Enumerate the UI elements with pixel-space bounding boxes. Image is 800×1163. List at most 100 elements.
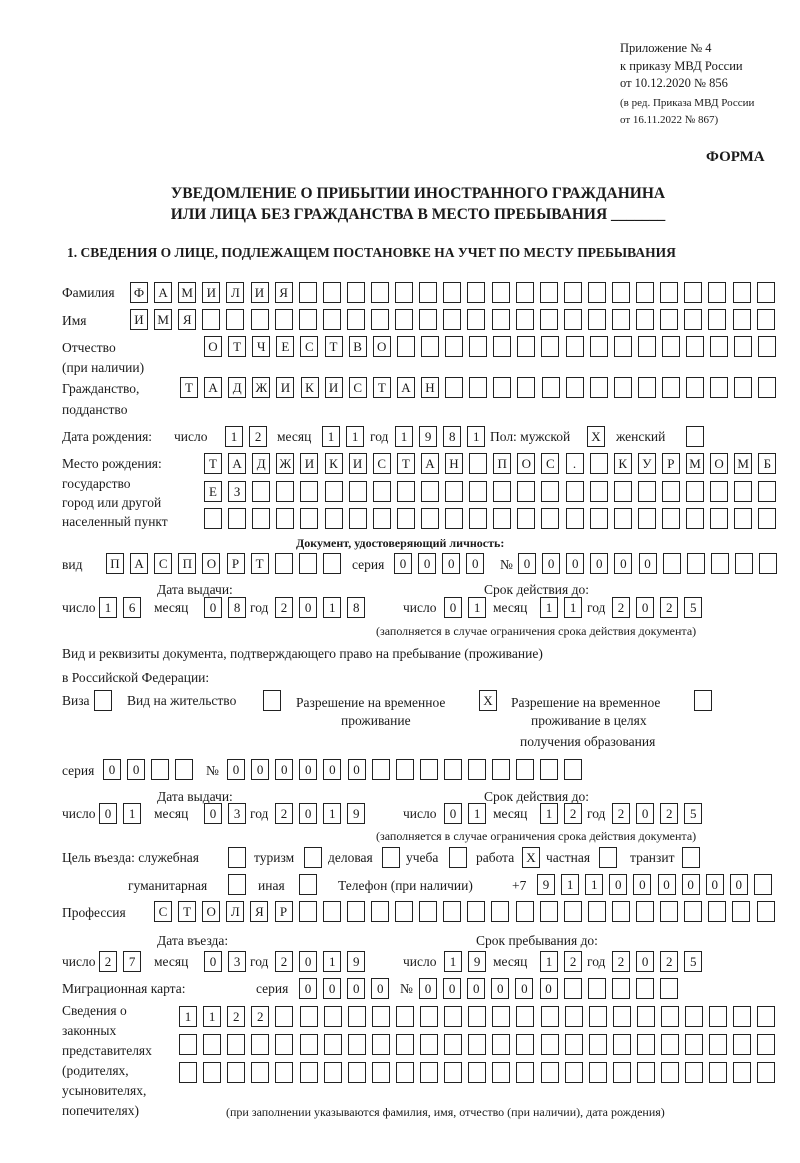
char-cell[interactable]: 0 bbox=[347, 759, 366, 780]
char-cell[interactable] bbox=[467, 901, 486, 922]
char-cell[interactable]: 1 bbox=[540, 951, 558, 972]
char-cell[interactable] bbox=[757, 1006, 776, 1027]
char-cell[interactable] bbox=[347, 1034, 366, 1055]
char-cell[interactable] bbox=[636, 1062, 655, 1083]
char-cell[interactable]: Д bbox=[228, 377, 247, 398]
char-cell[interactable]: 0 bbox=[681, 874, 700, 895]
char-cell[interactable] bbox=[661, 1062, 679, 1083]
char-cell[interactable] bbox=[563, 978, 582, 999]
char-cell[interactable] bbox=[419, 309, 438, 330]
char-cell[interactable] bbox=[539, 309, 558, 330]
char-cell[interactable] bbox=[275, 1062, 294, 1083]
char-cell[interactable] bbox=[637, 508, 656, 529]
char-cell[interactable]: 2 bbox=[99, 951, 117, 972]
char-cell[interactable] bbox=[396, 481, 415, 502]
char-cell[interactable] bbox=[636, 1006, 655, 1027]
char-cell[interactable] bbox=[322, 901, 341, 922]
char-cell[interactable]: 5 bbox=[684, 803, 703, 824]
char-cell[interactable] bbox=[613, 377, 632, 398]
char-cell[interactable] bbox=[613, 481, 632, 502]
char-cell[interactable]: С bbox=[348, 377, 367, 398]
char-cell[interactable]: 0 bbox=[633, 874, 652, 895]
checkbox-cell[interactable]: X bbox=[479, 690, 497, 711]
char-cell[interactable] bbox=[661, 508, 680, 529]
char-cell[interactable]: А bbox=[154, 282, 173, 303]
char-cell[interactable]: 0 bbox=[275, 759, 294, 780]
char-cell[interactable]: И bbox=[300, 453, 319, 474]
char-cell[interactable]: И bbox=[348, 453, 367, 474]
char-cell[interactable] bbox=[709, 1034, 728, 1055]
char-cell[interactable] bbox=[492, 1006, 511, 1027]
char-cell[interactable]: 2 bbox=[612, 951, 630, 972]
char-cell[interactable] bbox=[371, 1034, 390, 1055]
char-cell[interactable]: Т bbox=[180, 377, 198, 398]
char-cell[interactable] bbox=[445, 336, 463, 357]
char-cell[interactable]: И bbox=[276, 377, 295, 398]
char-cell[interactable] bbox=[662, 553, 681, 574]
char-cell[interactable] bbox=[251, 1062, 270, 1083]
char-cell[interactable]: 9 bbox=[419, 426, 438, 447]
char-cell[interactable]: 0 bbox=[103, 759, 121, 780]
char-cell[interactable] bbox=[516, 1062, 535, 1083]
char-cell[interactable] bbox=[322, 309, 341, 330]
char-cell[interactable] bbox=[589, 481, 608, 502]
char-cell[interactable] bbox=[515, 901, 534, 922]
char-cell[interactable] bbox=[370, 901, 389, 922]
char-cell[interactable] bbox=[588, 1006, 607, 1027]
char-cell[interactable]: 0 bbox=[299, 597, 318, 618]
char-cell[interactable] bbox=[732, 309, 751, 330]
char-cell[interactable] bbox=[516, 759, 535, 780]
char-cell[interactable] bbox=[684, 901, 703, 922]
char-cell[interactable] bbox=[396, 508, 415, 529]
char-cell[interactable]: 2 bbox=[564, 951, 583, 972]
char-cell[interactable] bbox=[662, 377, 680, 398]
checkbox-cell[interactable] bbox=[694, 690, 712, 711]
char-cell[interactable]: 1 bbox=[564, 597, 583, 618]
char-cell[interactable] bbox=[179, 1062, 197, 1083]
char-cell[interactable]: Ж bbox=[252, 377, 271, 398]
char-cell[interactable]: 0 bbox=[636, 951, 655, 972]
char-cell[interactable] bbox=[443, 282, 462, 303]
char-cell[interactable] bbox=[757, 1034, 776, 1055]
char-cell[interactable]: 1 bbox=[444, 951, 462, 972]
char-cell[interactable]: 0 bbox=[418, 553, 437, 574]
char-cell[interactable] bbox=[708, 901, 727, 922]
char-cell[interactable]: А bbox=[396, 377, 415, 398]
char-cell[interactable] bbox=[203, 1062, 222, 1083]
char-cell[interactable] bbox=[420, 1034, 438, 1055]
char-cell[interactable]: И bbox=[250, 282, 269, 303]
char-cell[interactable] bbox=[467, 309, 486, 330]
char-cell[interactable]: М bbox=[686, 453, 704, 474]
char-cell[interactable]: 1 bbox=[323, 597, 342, 618]
char-cell[interactable] bbox=[493, 481, 512, 502]
char-cell[interactable] bbox=[395, 309, 414, 330]
char-cell[interactable] bbox=[540, 1034, 559, 1055]
char-cell[interactable] bbox=[758, 481, 777, 502]
char-cell[interactable]: С bbox=[541, 453, 560, 474]
char-cell[interactable] bbox=[541, 508, 560, 529]
char-cell[interactable] bbox=[661, 481, 680, 502]
char-cell[interactable]: 0 bbox=[444, 803, 462, 824]
char-cell[interactable] bbox=[588, 1034, 607, 1055]
char-cell[interactable] bbox=[710, 508, 729, 529]
char-cell[interactable] bbox=[661, 1006, 679, 1027]
char-cell[interactable]: . bbox=[565, 453, 584, 474]
char-cell[interactable] bbox=[733, 1034, 752, 1055]
char-cell[interactable] bbox=[611, 901, 630, 922]
char-cell[interactable] bbox=[540, 759, 559, 780]
checkbox-cell[interactable] bbox=[686, 426, 704, 447]
char-cell[interactable]: 1 bbox=[585, 874, 604, 895]
char-cell[interactable]: 1 bbox=[225, 426, 243, 447]
char-cell[interactable] bbox=[684, 282, 703, 303]
char-cell[interactable] bbox=[493, 336, 512, 357]
char-cell[interactable]: Я bbox=[250, 901, 269, 922]
char-cell[interactable] bbox=[686, 336, 704, 357]
char-cell[interactable]: 2 bbox=[275, 951, 293, 972]
char-cell[interactable]: А bbox=[130, 553, 149, 574]
char-cell[interactable] bbox=[274, 309, 293, 330]
char-cell[interactable] bbox=[300, 481, 319, 502]
char-cell[interactable]: С bbox=[154, 901, 172, 922]
char-cell[interactable]: 0 bbox=[323, 978, 342, 999]
char-cell[interactable] bbox=[491, 309, 510, 330]
char-cell[interactable]: 0 bbox=[729, 874, 748, 895]
